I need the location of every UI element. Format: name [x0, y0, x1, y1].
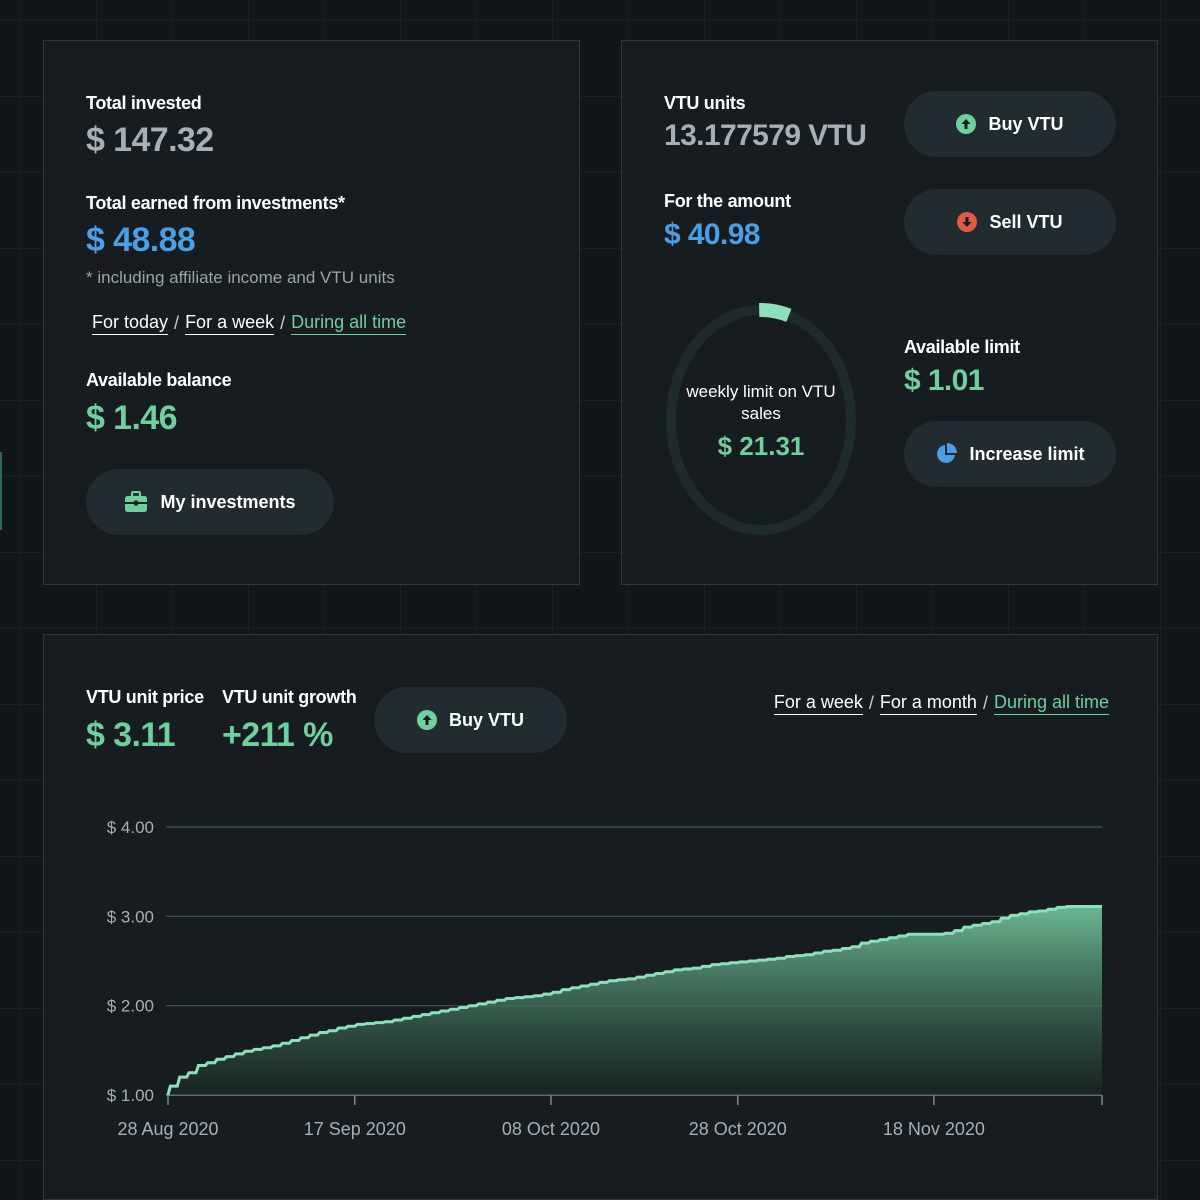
total-earned-value: $ 48.88 [86, 221, 196, 259]
y-tick-label: $ 4.00 [107, 818, 154, 837]
chart-period-all-time[interactable]: During all time [993, 692, 1109, 715]
period-today[interactable]: For today [92, 312, 169, 335]
x-tick-label: 18 Nov 2020 [883, 1119, 985, 1139]
vtu-card: VTU units 13.177579 VTU For the amount $… [621, 40, 1158, 585]
period-week[interactable]: For a week [185, 312, 275, 335]
y-tick-label: $ 3.00 [107, 907, 154, 926]
total-invested-label: Total invested [86, 93, 202, 113]
buy-vtu-label: Buy VTU [988, 113, 1064, 134]
increase-limit-label: Increase limit [969, 443, 1085, 464]
price-card: VTU unit price $ 3.11 VTU unit growth +2… [43, 634, 1158, 1200]
x-tick-label: 08 Oct 2020 [502, 1119, 600, 1139]
period-separator: / [868, 693, 874, 713]
unit-growth-value: +211 % [222, 716, 333, 754]
pie-chart-icon [935, 443, 958, 465]
period-separator: / [982, 693, 988, 713]
buy-vtu-button[interactable]: Buy VTU [904, 91, 1116, 157]
sell-vtu-button[interactable]: Sell VTU [904, 189, 1116, 255]
vtu-units-value: 13.177579 VTU [664, 119, 867, 152]
my-investments-label: My investments [160, 491, 296, 512]
unit-growth-label: VTU unit growth [222, 687, 357, 707]
price-line [166, 905, 1102, 1096]
available-limit-value: $ 1.01 [904, 364, 984, 397]
period-all-time[interactable]: During all time [291, 312, 407, 335]
y-tick-label: $ 2.00 [107, 997, 154, 1016]
total-invested-value: $ 147.32 [86, 121, 214, 159]
chart-period-month[interactable]: For a month [879, 692, 977, 715]
unit-price-value: $ 3.11 [86, 716, 176, 754]
arrow-up-circle-icon [416, 710, 437, 730]
briefcase-icon [124, 491, 148, 513]
weekly-limit-text: weekly limit on VTU sales [686, 382, 836, 423]
x-tick-label: 17 Sep 2020 [304, 1119, 406, 1139]
y-tick-label: $ 1.00 [107, 1086, 154, 1105]
available-limit-label: Available limit [904, 337, 1020, 357]
vtu-amount-value: $ 40.98 [664, 218, 761, 251]
chart-period-week[interactable]: For a week [773, 692, 863, 715]
vtu-units-label: VTU units [664, 93, 746, 113]
arrow-up-circle-icon [956, 114, 977, 134]
edge-marker [0, 452, 2, 530]
increase-limit-button[interactable]: Increase limit [904, 421, 1116, 487]
chart-period-selector: For a week / For a month / During all ti… [773, 692, 1109, 715]
vtu-price-chart: $ 1.00 $ 2.00 $ 3.00 $ 4.00 28 Aug 2020 17 Se… [107, 818, 1103, 1139]
total-earned-label: Total earned from investments* [86, 193, 345, 213]
summary-card: Total invested $ 147.32 Total earned fro… [43, 40, 580, 585]
arrow-down-circle-icon [957, 212, 978, 232]
available-balance-value: $ 1.46 [86, 399, 178, 437]
x-tick-label: 28 Oct 2020 [689, 1119, 787, 1139]
period-separator: / [280, 313, 286, 333]
x-tick-label: 28 Aug 2020 [117, 1119, 218, 1139]
earned-footnote: * including affiliate income and VTU uni… [86, 268, 395, 287]
period-separator: / [174, 313, 180, 333]
available-balance-label: Available balance [86, 370, 232, 390]
weekly-limit-used-arc [759, 303, 792, 322]
my-investments-button[interactable]: My investments [86, 469, 334, 535]
sell-vtu-label: Sell VTU [989, 211, 1063, 232]
price-area [168, 906, 1102, 1095]
weekly-limit-ring [666, 303, 856, 535]
buy-vtu-chart-label: Buy VTU [448, 709, 524, 730]
weekly-limit-value: $ 21.31 [717, 431, 805, 461]
vtu-amount-label: For the amount [664, 191, 791, 211]
buy-vtu-chart-button[interactable]: Buy VTU [374, 687, 567, 753]
summary-period-selector: For today / For a week / During all time [92, 312, 407, 335]
unit-price-label: VTU unit price [86, 687, 204, 707]
weekly-limit-gauge: weekly limit on VTU sales $ 21.31 [664, 303, 858, 537]
